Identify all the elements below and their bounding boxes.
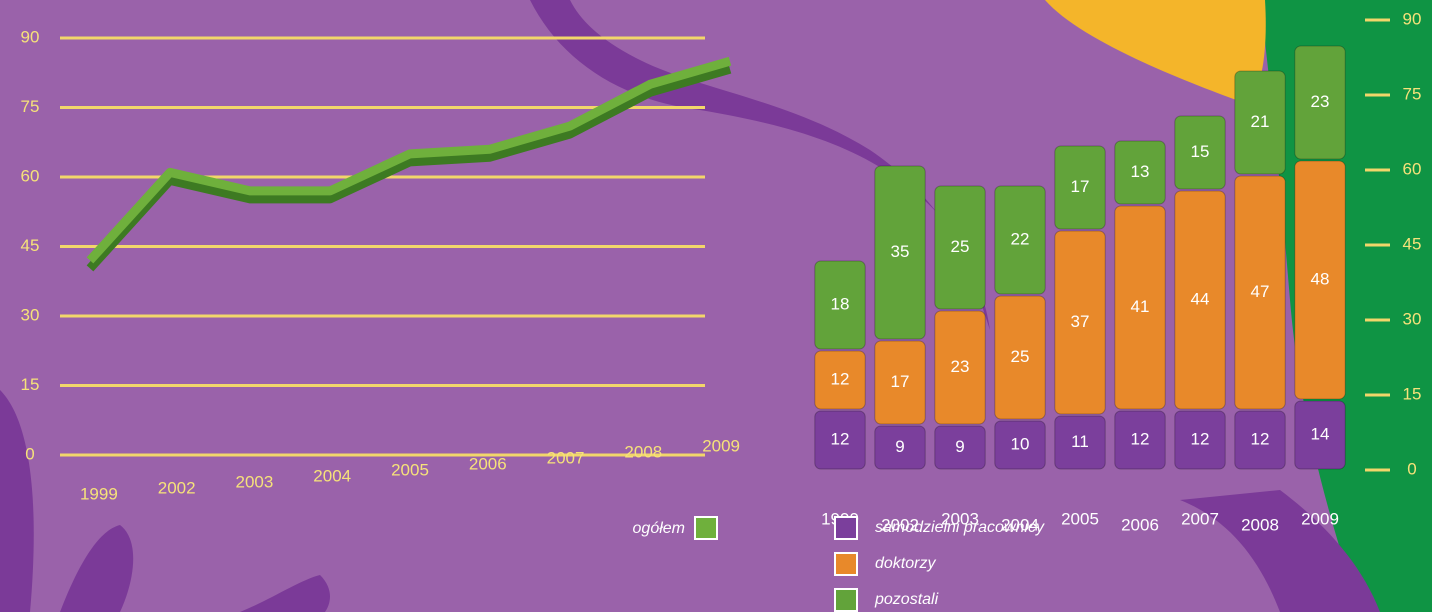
value-label: 13 xyxy=(1131,162,1150,181)
value-label: 44 xyxy=(1191,289,1210,308)
legend-label: ogółem xyxy=(633,520,685,537)
value-label: 9 xyxy=(895,437,904,456)
y-tick-label: 0 xyxy=(25,444,34,463)
y-tick-label: 45 xyxy=(21,236,40,255)
x-tick-label: 2007 xyxy=(547,448,585,467)
legend-swatch xyxy=(835,589,857,611)
legend-swatch xyxy=(835,553,857,575)
value-label: 25 xyxy=(1011,347,1030,366)
value-label: 35 xyxy=(891,242,910,261)
y-tick-label: 30 xyxy=(21,305,40,324)
x-tick-label: 2009 xyxy=(1301,509,1339,528)
x-tick-label: 2003 xyxy=(236,472,274,491)
legend-swatch xyxy=(695,517,717,539)
y-tick-label: 15 xyxy=(1403,384,1422,403)
value-label: 12 xyxy=(1191,429,1210,448)
value-label: 9 xyxy=(955,437,964,456)
value-label: 23 xyxy=(1311,92,1330,111)
value-label: 17 xyxy=(1071,177,1090,196)
value-label: 37 xyxy=(1071,312,1090,331)
value-label: 12 xyxy=(831,429,850,448)
y-tick-label: 0 xyxy=(1407,459,1416,478)
x-tick-label: 2005 xyxy=(1061,509,1099,528)
value-label: 12 xyxy=(831,369,850,388)
value-label: 41 xyxy=(1131,297,1150,316)
value-label: 11 xyxy=(1071,432,1089,451)
y-tick-label: 60 xyxy=(21,166,40,185)
value-label: 12 xyxy=(1251,429,1270,448)
y-tick-label: 30 xyxy=(1403,309,1422,328)
legend-label: pozostali xyxy=(874,591,939,608)
value-label: 18 xyxy=(831,294,850,313)
y-tick-label: 75 xyxy=(21,97,40,116)
y-tick-label: 45 xyxy=(1403,234,1422,253)
page: 0153045607590199920022003200420052006200… xyxy=(0,0,1432,612)
y-tick-label: 15 xyxy=(21,375,40,394)
x-tick-label: 2008 xyxy=(624,442,662,461)
x-tick-label: 2006 xyxy=(1121,515,1159,534)
value-label: 10 xyxy=(1011,434,1030,453)
x-tick-label: 2008 xyxy=(1241,515,1279,534)
legend-swatch xyxy=(835,517,857,539)
x-tick-label: 2007 xyxy=(1181,509,1219,528)
x-tick-label: 2005 xyxy=(391,460,429,479)
y-tick-label: 90 xyxy=(21,27,40,46)
value-label: 17 xyxy=(891,372,910,391)
value-label: 14 xyxy=(1311,424,1330,443)
x-tick-label: 2004 xyxy=(313,466,351,485)
x-tick-label: 2002 xyxy=(158,478,196,497)
x-tick-label: 1999 xyxy=(80,484,118,503)
y-tick-label: 90 xyxy=(1403,9,1422,28)
x-tick-label: 2006 xyxy=(469,454,507,473)
value-label: 22 xyxy=(1011,229,1030,248)
value-label: 47 xyxy=(1251,282,1270,301)
value-label: 15 xyxy=(1191,142,1210,161)
legend-label: samodzielni pracownicy xyxy=(875,519,1045,536)
value-label: 12 xyxy=(1131,429,1150,448)
y-tick-label: 75 xyxy=(1403,84,1422,103)
value-label: 48 xyxy=(1311,269,1330,288)
value-label: 21 xyxy=(1251,112,1270,131)
x-tick-label: 2009 xyxy=(702,436,740,455)
y-tick-label: 60 xyxy=(1403,159,1422,178)
legend-label: doktorzy xyxy=(875,555,936,572)
value-label: 23 xyxy=(951,357,970,376)
value-label: 25 xyxy=(951,237,970,256)
